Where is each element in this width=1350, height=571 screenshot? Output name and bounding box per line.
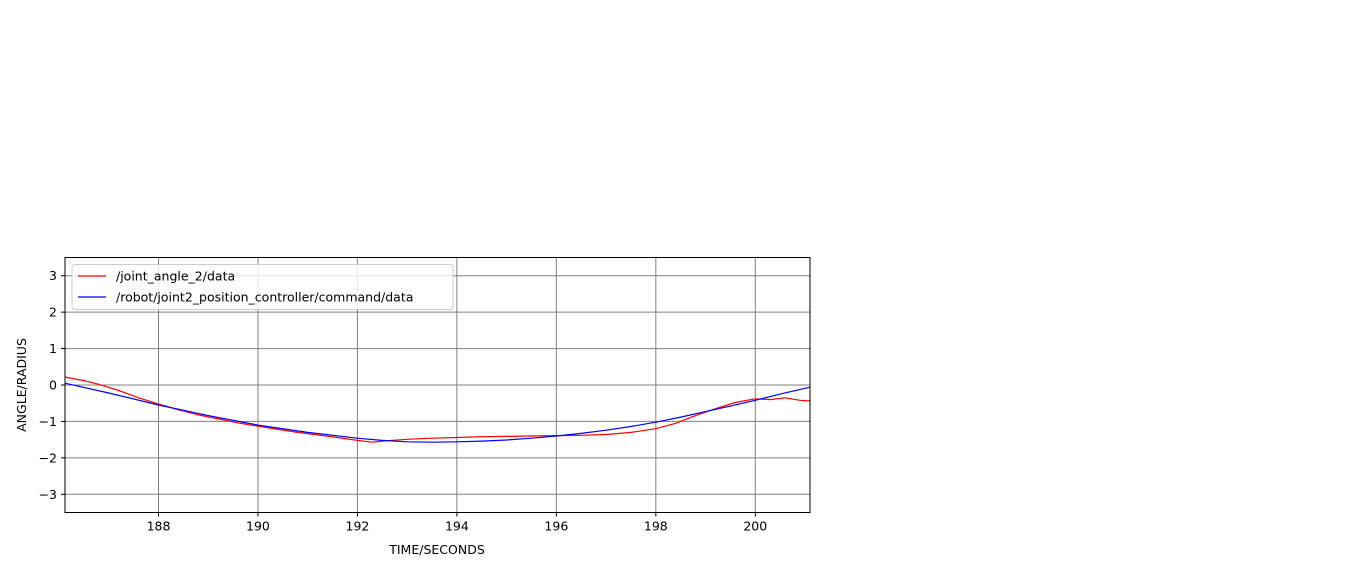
legend-label-joint-angle: /joint_angle_2/data bbox=[116, 269, 235, 284]
x-tick-label: 188 bbox=[147, 519, 171, 534]
x-axis: 188 190 192 194 196 198 200 bbox=[147, 512, 767, 534]
legend: /joint_angle_2/data /robot/joint2_positi… bbox=[71, 264, 454, 310]
y-axis-label: ANGLE/RADIUS bbox=[14, 338, 29, 432]
legend-box bbox=[71, 264, 454, 310]
x-tick-label: 198 bbox=[644, 519, 668, 534]
y-tick-label: 3 bbox=[49, 268, 57, 283]
series-line-command bbox=[64, 382, 811, 443]
x-tick-label: 196 bbox=[544, 519, 568, 534]
y-tick-label: 1 bbox=[49, 341, 57, 356]
y-tick-label: −2 bbox=[39, 450, 57, 465]
x-tick-label: 194 bbox=[445, 519, 469, 534]
x-tick-label: 190 bbox=[246, 519, 270, 534]
y-tick-label: −3 bbox=[39, 487, 57, 502]
x-tick-label: 200 bbox=[743, 519, 767, 534]
legend-label-command: /robot/joint2_position_controller/comman… bbox=[116, 290, 413, 305]
y-tick-label: −1 bbox=[39, 414, 57, 429]
x-tick-label: 192 bbox=[346, 519, 370, 534]
y-tick-label: 0 bbox=[49, 378, 57, 393]
y-tick-label: 2 bbox=[49, 305, 57, 320]
y-axis: 3 2 1 0 −1 −2 −3 bbox=[39, 268, 65, 502]
x-axis-label: TIME/SECONDS bbox=[388, 542, 485, 557]
series-group bbox=[64, 376, 811, 443]
